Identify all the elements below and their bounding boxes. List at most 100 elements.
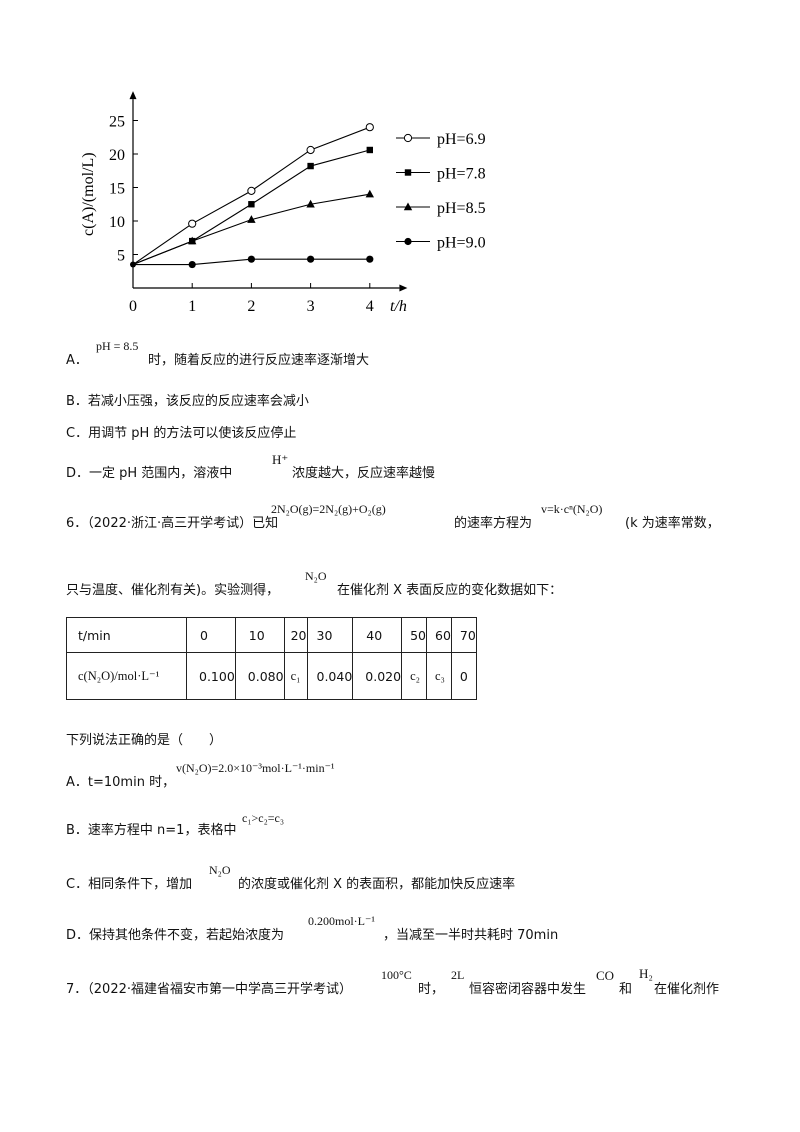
q6-option-c-label: C．相同条件下，增加 [66, 877, 193, 892]
x-tick-label: 0 [129, 298, 137, 315]
q7-number-source: 7．（2022·福建省福安市第一中学高三开学考试） [66, 982, 352, 997]
data-point [404, 237, 412, 246]
table-cell: 70 [450, 617, 477, 653]
table-cell: c₃ [426, 652, 452, 700]
chart-ticks: 0 1 2 3 4 5 10 15 20 25 t/h c(A)/(mol/L) [80, 114, 407, 316]
q5-option-b: B．若减小压强，该反应的反应速率会减小 [66, 394, 309, 409]
y-tick-label: 10 [109, 214, 125, 231]
y-tick-label: 25 [109, 114, 125, 131]
data-point [366, 146, 373, 154]
q6-mid-text: 的速率方程为 [454, 516, 533, 531]
q5-option-a-label: A． [66, 353, 88, 368]
data-point [307, 162, 314, 170]
table-cell: 50 [401, 617, 427, 653]
legend-entry: pH=9.0 [437, 235, 486, 252]
origin-point [130, 261, 136, 268]
q6-option-b-label: B．速率方程中 n=1，表格中 [66, 823, 237, 838]
data-point [306, 199, 315, 208]
y-tick-label: 5 [117, 248, 125, 265]
x-axis-label: t/h [390, 298, 407, 315]
q6-species: N₂O [305, 569, 327, 583]
q6-option-d-text: ，当减至一半时共耗时 70min [383, 928, 559, 943]
y-axis-arrow [129, 91, 137, 100]
q6-option-d-label: D．保持其他条件不变，若起始浓度为 [66, 928, 285, 943]
table-cell: 60 [426, 617, 452, 653]
table-cell: 0.080 [234, 652, 285, 700]
table-cell: 0.020 [352, 652, 403, 700]
q7-text-2: 恒容密闭容器中发生 [469, 982, 587, 997]
table-cell: 0.100 [186, 652, 236, 700]
q5-option-d-formula: H⁺ [272, 452, 289, 467]
q5-option-d-text: 浓度越大，反应速率越慢 [292, 466, 436, 481]
q7-volume: 2L [451, 968, 465, 982]
table-cell: 10 [234, 617, 285, 653]
legend-entry: pH=7.8 [437, 166, 486, 183]
table-cell: 30 [306, 617, 354, 653]
concentration-chart: 0 1 2 3 4 5 10 15 20 25 t/h c(A)/(mol/L) pH=6.9 pH=7… [80, 91, 486, 316]
data-point [188, 219, 197, 228]
data-point [365, 189, 374, 198]
q7-text-1: 时， [418, 982, 445, 997]
q6-line2-a: 只与温度、催化剂有关)。实验测得， [66, 583, 280, 598]
table-cell: c₁ [283, 652, 308, 700]
q7-temperature: 100°C [381, 968, 412, 982]
x-tick-label: 2 [247, 298, 255, 315]
data-point [247, 186, 256, 195]
q6-equation: 2N₂O(g)=2N₂(g)+O₂(g) [271, 502, 386, 516]
q7-h2: H₂ [639, 966, 653, 981]
y-tick-label: 15 [109, 181, 125, 198]
q6-number-source: 6．（2022·浙江·高三开学考试）已知 [66, 516, 279, 531]
q6-stem: 下列说法正确的是（ ） [66, 733, 223, 748]
table-cell: 20 [283, 617, 308, 653]
chart-axes [129, 91, 408, 292]
q6-option-c-formula: N₂O [209, 863, 231, 877]
q7-text-3: 和 [619, 982, 633, 997]
table-header-time: t/min [66, 617, 187, 653]
q5-option-d-label: D．一定 pH 范围内，溶液中 [66, 466, 233, 481]
data-point [366, 255, 374, 263]
q6-option-c-text: 的浓度或催化剂 X 的表面积，都能加快反应速率 [238, 877, 516, 892]
table-header-concentration: c(N₂O)/mol·L⁻¹ [66, 652, 187, 700]
data-point [403, 202, 413, 211]
chart-marks [130, 123, 374, 269]
table-cell: 0.040 [306, 652, 354, 700]
data-point [306, 145, 315, 155]
q7-co: CO [596, 968, 615, 983]
data-point [403, 133, 413, 143]
x-tick-label: 1 [188, 298, 196, 315]
data-point [188, 260, 196, 269]
data-point [404, 169, 412, 176]
q5-option-a-text: 时，随着反应的进行反应速率逐渐增大 [148, 353, 370, 368]
q6-option-a-label: A．t=10min 时， [66, 775, 176, 790]
table-cell: 0 [450, 652, 477, 700]
data-point [247, 255, 255, 263]
data-point [365, 123, 374, 132]
data-point [188, 236, 197, 245]
x-tick-label: 4 [366, 298, 374, 315]
data-point [307, 255, 315, 263]
q6-rate-equation: v=k·cⁿ(N₂O) [541, 502, 603, 516]
table-cell: c₂ [401, 652, 427, 700]
chart-legend: pH=6.9 pH=7.8 pH=8.5 pH=9.0 [396, 131, 486, 252]
legend-entry: pH=8.5 [437, 200, 486, 217]
q6-option-d-formula: 0.200mol·L⁻¹ [308, 914, 375, 928]
q6-option-a-formula: v(N₂O)=2.0×10⁻³mol·L⁻¹·min⁻¹ [176, 761, 335, 775]
q6-tail-text: (k 为速率常数， [625, 516, 720, 531]
table-row-time: t/min 0 10 20 30 40 50 60 70 [66, 617, 477, 653]
y-tick-label: 20 [109, 147, 125, 164]
x-axis-arrow [399, 284, 408, 292]
x-tick-label: 3 [307, 298, 315, 315]
y-axis-label: c(A)/(mol/L) [80, 152, 97, 236]
q5-option-c: C．用调节 pH 的方法可以使该反应停止 [66, 426, 297, 441]
chart-lines [132, 126, 370, 266]
data-point [247, 215, 256, 223]
q6-option-b-formula: c₁>c₂=c₃ [242, 811, 285, 825]
legend-entry: pH=6.9 [437, 131, 486, 148]
data-point [248, 201, 255, 208]
table-cell: 0 [186, 617, 236, 653]
q7-text-4: 在催化剂作 [654, 982, 720, 997]
table-cell: 40 [352, 617, 403, 653]
q6-data-table: t/min 0 10 20 30 40 50 60 70 c(N₂O)/mol·… [66, 617, 477, 700]
series-line [132, 126, 370, 266]
q5-option-a-formula: pH = 8.5 [96, 339, 139, 353]
